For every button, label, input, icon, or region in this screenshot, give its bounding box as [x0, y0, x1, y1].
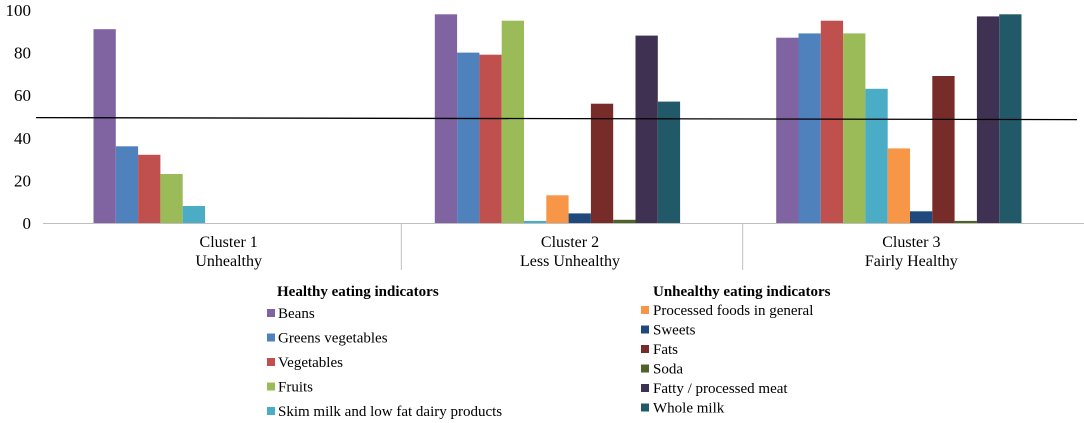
legend-label-skim-milk-and-low-fat-dairy-products: Skim milk and low fat dairy products — [278, 404, 502, 420]
y-tick-label: 80 — [14, 44, 31, 63]
legend-swatch-greens-vegetables — [267, 333, 275, 342]
legend-swatch-processed-foods-in-general — [641, 306, 649, 314]
legend-swatch-fruits — [267, 382, 275, 391]
bar-sweets-cluster-2 — [568, 213, 591, 223]
bar-greens-vegetables-cluster-2 — [457, 52, 480, 223]
legend-label-fruits: Fruits — [278, 380, 313, 396]
category-label-line1: Cluster 1 — [200, 234, 258, 251]
axes: 0 20 40 60 80 100 Cluster 1 Unhealthy Cluster 2 L… — [6, 1, 1084, 270]
legend-label-processed-foods-in-general: Processed foods in general — [653, 303, 813, 319]
legend-label-vegetables: Vegetables — [278, 355, 343, 371]
bar-vegetables-cluster-2 — [479, 54, 502, 224]
bar-processed-foods-in-general-cluster-2 — [546, 195, 569, 223]
legend-label-whole-milk: Whole milk — [653, 401, 725, 417]
bar-fruits-cluster-2 — [501, 20, 524, 224]
bar-fruits-cluster-1 — [160, 174, 183, 223]
bar-whole-milk-cluster-3 — [999, 14, 1022, 223]
bar-soda-cluster-2 — [613, 219, 636, 223]
bar-vegetables-cluster-3 — [820, 20, 844, 224]
category-label-line2: Fairly Healthy — [865, 253, 958, 270]
legend: Healthy eating indicators Unhealthy eatin… — [267, 284, 831, 420]
legend-swatch-vegetables — [267, 358, 275, 366]
bar-skim-milk-and-low-fat-dairy-products-cluster-3 — [865, 88, 888, 223]
bar-beans-cluster-1 — [93, 29, 116, 224]
bars — [93, 14, 1022, 224]
reference-line — [35, 116, 1078, 121]
bar-skim-milk-and-low-fat-dairy-products-cluster-1 — [182, 206, 205, 223]
legend-label-beans: Beans — [278, 306, 315, 322]
category-label-line1: Cluster 2 — [541, 234, 599, 251]
legend-swatch-skim-milk-and-low-fat-dairy-products — [267, 407, 275, 415]
legend-label-sweets: Sweets — [653, 323, 696, 339]
bar-whole-milk-cluster-2 — [657, 101, 681, 223]
legend-title-healthy: Healthy eating indicators — [277, 284, 439, 300]
legend-swatch-soda — [641, 364, 649, 373]
legend-swatch-fatty-processed-meat — [641, 384, 649, 392]
category-label-line2: Unhealthy — [195, 253, 262, 270]
bar-sweets-cluster-3 — [910, 211, 933, 223]
bar-fruits-cluster-3 — [843, 33, 866, 224]
y-tick-label: 40 — [14, 129, 31, 148]
bar-vegetables-cluster-1 — [138, 154, 161, 223]
bar-fats-cluster-2 — [590, 103, 614, 223]
legend-swatch-sweets — [641, 325, 649, 334]
legend-label-fats: Fats — [653, 342, 678, 358]
y-tick-label: 20 — [14, 171, 31, 190]
legend-label-fatty-processed-meat: Fatty / processed meat — [653, 381, 788, 397]
legend-swatch-beans — [267, 309, 275, 317]
y-tick-label: 60 — [14, 86, 31, 105]
legend-label-greens-vegetables: Greens vegetables — [278, 331, 388, 347]
y-tick-label: 100 — [6, 1, 32, 20]
legend-label-soda: Soda — [653, 362, 683, 378]
category-label-line2: Less Unhealthy — [520, 253, 620, 270]
bar-greens-vegetables-cluster-1 — [115, 146, 139, 223]
bar-fats-cluster-3 — [932, 76, 955, 223]
legend-swatch-fats — [641, 345, 649, 353]
category-label-line1: Cluster 3 — [882, 234, 940, 251]
y-tick-label: 0 — [23, 214, 32, 233]
bar-greens-vegetables-cluster-3 — [798, 33, 821, 224]
bar-skim-milk-and-low-fat-dairy-products-cluster-2 — [524, 220, 547, 223]
legend-swatch-whole-milk — [641, 403, 649, 412]
legend-title-unhealthy: Unhealthy eating indicators — [653, 284, 831, 300]
bar-processed-foods-in-general-cluster-3 — [887, 148, 910, 223]
bar-fatty-processed-meat-cluster-2 — [635, 35, 658, 223]
bar-beans-cluster-3 — [776, 37, 799, 224]
bar-soda-cluster-3 — [954, 220, 977, 223]
